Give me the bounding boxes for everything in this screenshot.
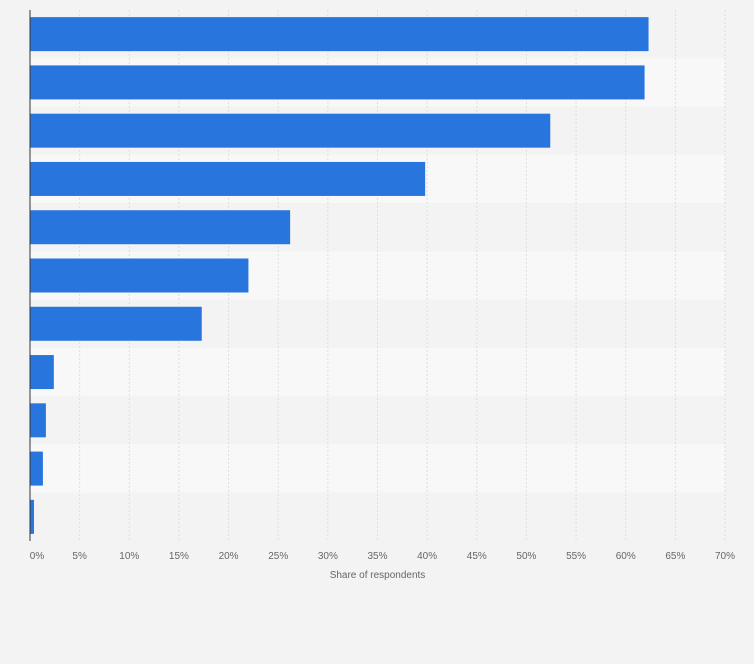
x-axis-label: Share of respondents <box>330 570 426 581</box>
x-tick-label: 15% <box>169 551 189 562</box>
bar <box>30 210 291 245</box>
bars <box>30 17 649 534</box>
bar <box>30 499 34 534</box>
bar <box>30 113 551 148</box>
x-tick-label: 60% <box>616 551 636 562</box>
bar <box>30 403 46 438</box>
row-band <box>30 492 725 541</box>
bar <box>30 161 426 196</box>
bar <box>30 306 202 341</box>
x-tick-label: 40% <box>417 551 437 562</box>
x-tick-label: 55% <box>566 551 586 562</box>
row-band <box>30 396 725 445</box>
x-tick-label: 0% <box>30 551 45 562</box>
x-tick-label: 50% <box>516 551 536 562</box>
x-tick-label: 10% <box>119 551 139 562</box>
x-tick-label: 65% <box>665 551 685 562</box>
bar <box>30 355 54 390</box>
bar <box>30 17 649 52</box>
bar <box>30 65 645 100</box>
row-band <box>30 444 725 493</box>
bar <box>30 258 249 293</box>
bar <box>30 451 43 486</box>
x-tick-label: 25% <box>268 551 288 562</box>
x-tick-label: 35% <box>367 551 387 562</box>
x-tick-label: 70% <box>715 551 735 562</box>
x-tick-label: 5% <box>72 551 87 562</box>
x-tick-label: 45% <box>467 551 487 562</box>
x-tick-labels: 0% 5% 10% 15% 20% 25% 30% 35% 40% 45% 50% 55% 60% 65%… <box>30 551 735 562</box>
x-tick-label: 20% <box>219 551 239 562</box>
x-tick-label: 30% <box>318 551 338 562</box>
